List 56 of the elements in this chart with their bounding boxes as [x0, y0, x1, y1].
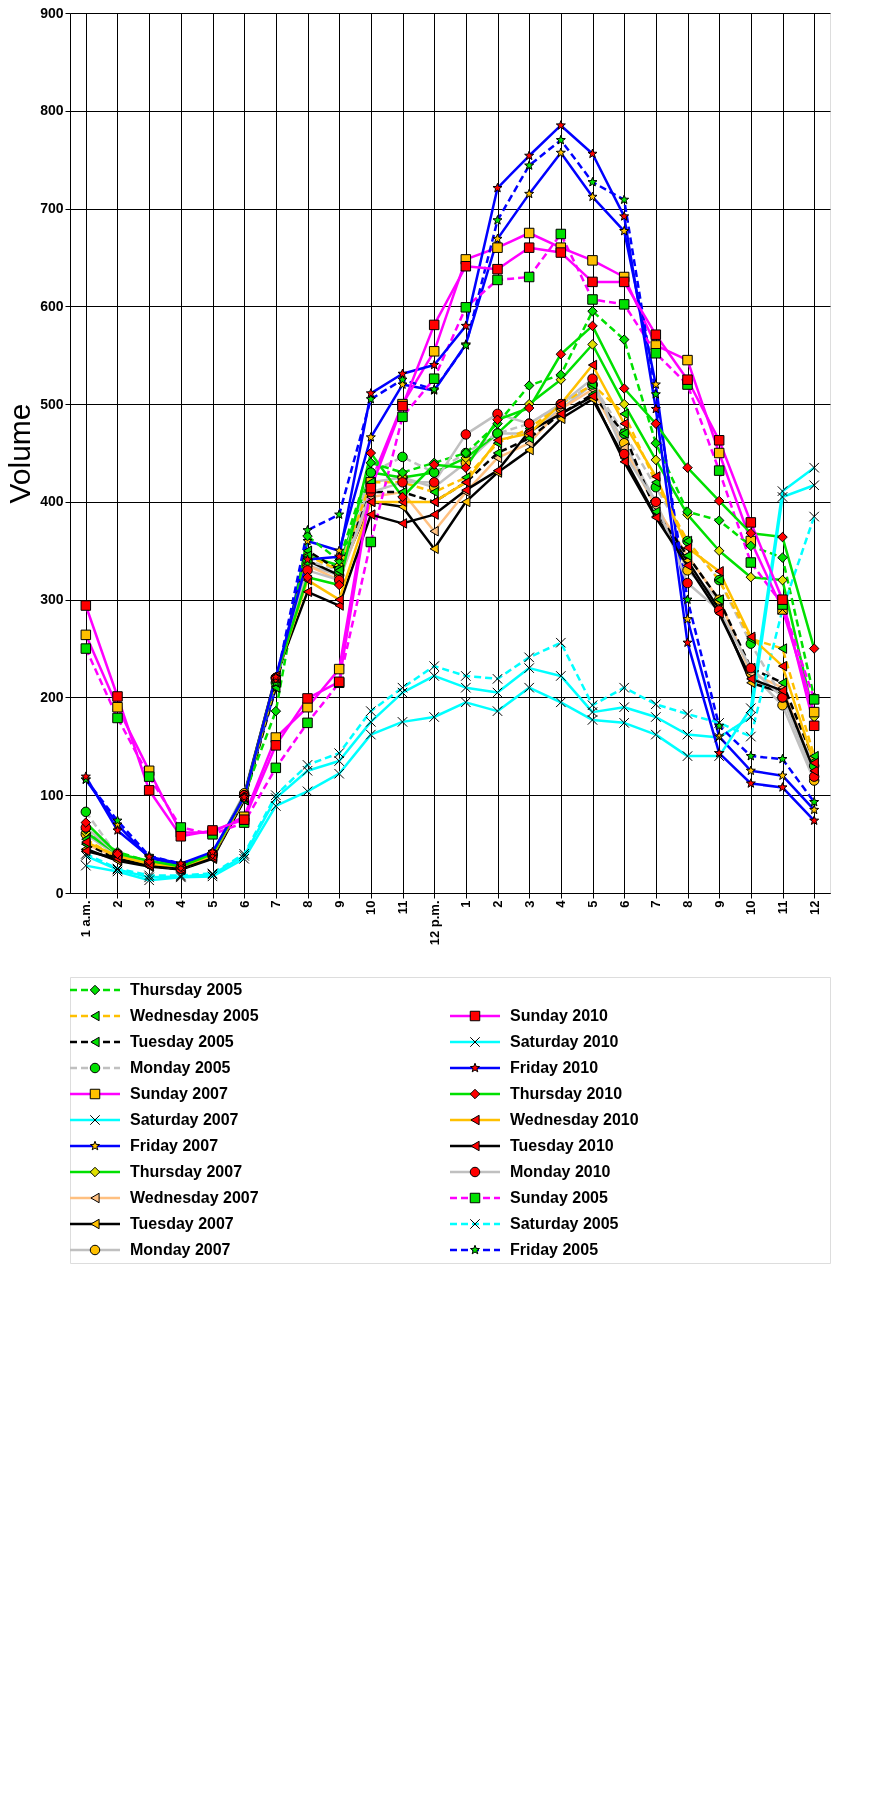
x-tick-label: 1 a.m.	[78, 900, 94, 938]
legend-label: Wednesday 2005	[130, 1007, 259, 1024]
y-tick-label: 500	[40, 395, 64, 412]
legend-label: Saturday 2005	[510, 1215, 619, 1232]
x-tick-label: 8	[300, 900, 315, 908]
x-tick-label: 2	[110, 900, 125, 908]
x-tick-label: 9	[331, 900, 347, 908]
x-tick-label: 10	[363, 900, 379, 915]
x-tick-label: 8	[680, 900, 695, 908]
legend-label: Friday 2005	[510, 1241, 599, 1258]
x-tick-label: 3	[141, 900, 157, 908]
legend-label: Monday 2007	[130, 1241, 231, 1258]
legend-label: Monday 2010	[510, 1163, 611, 1180]
y-tick-label: 800	[40, 102, 64, 119]
legend-label: Saturday 2010	[510, 1033, 619, 1050]
legend-label: Thursday 2010	[510, 1085, 623, 1102]
x-tick-label: 5	[585, 900, 600, 908]
x-tick-label: 4	[173, 899, 189, 908]
legend-label: Friday 2007	[130, 1137, 219, 1154]
x-tick-label: 5	[205, 900, 220, 908]
x-tick-label: 2	[490, 900, 505, 908]
y-tick-label: 600	[40, 297, 64, 314]
legend-label: Friday 2010	[510, 1059, 599, 1076]
legend-label: Wednesday 2007	[130, 1189, 259, 1206]
x-tick-label: 6	[236, 900, 252, 908]
legend-label: Sunday 2005	[510, 1189, 608, 1206]
x-tick-label: 7	[268, 900, 284, 908]
legend-label: Tuesday 2007	[130, 1215, 234, 1232]
legend-label: Tuesday 2010	[510, 1137, 614, 1154]
y-tick-label: 100	[40, 786, 64, 803]
y-tick-label: 200	[40, 688, 64, 705]
y-tick-label: 400	[40, 493, 64, 510]
legend-label: Thursday 2005	[130, 981, 243, 998]
x-tick-label: 1	[458, 900, 474, 908]
legend-label: Monday 2005	[130, 1059, 231, 1076]
x-tick-label: 4	[553, 899, 569, 908]
y-axis-title: Volume	[3, 403, 37, 504]
legend-label: Wednesday 2010	[510, 1111, 639, 1128]
y-tick-label: 900	[40, 4, 64, 21]
legend-label: Sunday 2007	[130, 1085, 228, 1102]
legend-label: Sunday 2010	[510, 1007, 608, 1024]
x-tick-label: 12	[806, 900, 822, 915]
y-tick-label: 700	[40, 200, 64, 217]
x-tick-label: 11	[395, 900, 410, 915]
x-tick-label: 6	[616, 900, 632, 908]
y-tick-label: 300	[40, 591, 64, 608]
x-tick-label: 9	[711, 900, 727, 908]
x-tick-label: 10	[743, 900, 759, 915]
x-tick-label: 3	[521, 900, 537, 908]
legend-label: Saturday 2007	[130, 1111, 239, 1128]
y-tick-label: 0	[55, 884, 64, 901]
legend-label: Thursday 2007	[130, 1163, 243, 1180]
x-tick-label: 12 p.m.	[426, 900, 442, 946]
x-tick-label: 11	[775, 900, 790, 915]
x-tick-label: 7	[648, 900, 664, 908]
legend-label: Tuesday 2005	[130, 1033, 234, 1050]
